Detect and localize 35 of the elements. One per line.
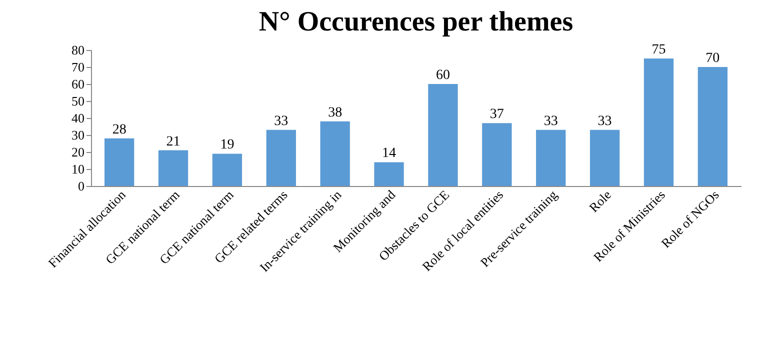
data-label: 14	[382, 146, 396, 162]
data-label: 60	[436, 68, 450, 83]
bar	[212, 154, 242, 186]
data-label: 28	[112, 122, 126, 138]
data-label: 33	[598, 114, 612, 129]
y-tick-label: 70	[72, 60, 84, 74]
y-tick-label: 0	[78, 178, 84, 194]
y-tick-label: 40	[72, 110, 84, 126]
data-label: 70	[706, 51, 720, 66]
data-label: 21	[166, 134, 180, 150]
y-tick-label: 60	[72, 76, 84, 92]
bar	[428, 84, 458, 186]
data-label: 75	[652, 42, 666, 58]
bar	[320, 121, 350, 186]
bar	[104, 138, 134, 186]
y-tick-label: 80	[72, 42, 84, 58]
bar	[698, 67, 728, 186]
x-tick-label: Role	[586, 186, 614, 216]
bar	[482, 123, 512, 186]
y-tick-label: 10	[72, 162, 84, 176]
data-label: 37	[490, 107, 504, 122]
bar	[158, 150, 188, 186]
data-label: 19	[220, 138, 234, 153]
bar	[374, 162, 404, 186]
bar	[590, 130, 620, 186]
bar	[536, 130, 566, 186]
chart-title: N° Occurences per themes	[258, 6, 574, 38]
bar	[266, 130, 296, 186]
bar	[644, 58, 674, 186]
y-tick-label: 30	[72, 128, 84, 142]
data-label: 33	[544, 114, 558, 129]
data-label: 38	[328, 105, 342, 120]
y-tick-label: 20	[72, 144, 84, 160]
y-tick-label: 50	[72, 94, 84, 108]
data-label: 33	[274, 114, 288, 129]
